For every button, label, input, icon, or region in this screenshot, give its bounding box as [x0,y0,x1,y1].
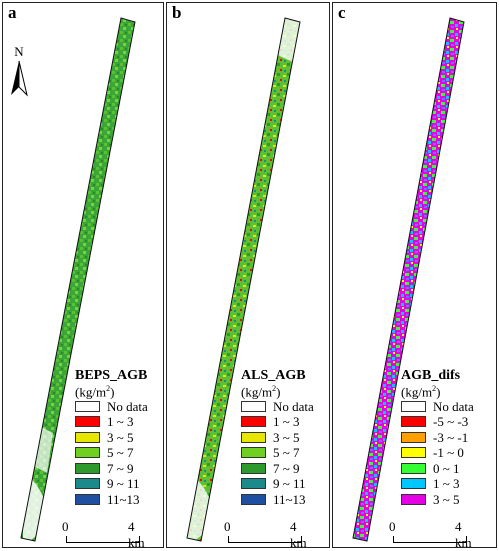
north-arrow-icon: N [11,45,28,97]
legend-swatch [75,478,100,490]
legend-swatch [75,416,100,428]
panel-letter: b [172,3,182,22]
legend-swatch [241,462,266,474]
scale-end: 4 km [128,519,145,550]
legend-swatch [241,431,266,443]
legend-unit: (kg/m2) [75,384,115,400]
legend-label: 3 ~ 5 [273,429,300,445]
legend-item: 9 ~ 11 [75,476,148,492]
legend-item: 1 ~ 3 [241,414,314,430]
legend-unit: (kg/m2) [241,384,281,400]
legend-item: -1 ~ 0 [401,445,474,461]
legend-label: No data [273,398,314,414]
legend-label: 5 ~ 7 [273,445,300,461]
legend-label: 3 ~ 5 [107,429,134,445]
legend-title: AGB_difs [401,368,461,383]
scale-start: 0 [224,519,231,534]
legend-item: -3 ~ -1 [401,429,474,445]
legend-item: 7 ~ 9 [75,460,148,476]
legend-label: No data [107,398,148,414]
legend-label: 11~13 [273,491,306,507]
legend-label: 3 ~ 5 [433,491,460,507]
legend-label: 9 ~ 11 [273,476,306,492]
legend-swatch [75,447,100,459]
legend-swatch [75,431,100,443]
legend-item: 0 ~ 1 [401,460,474,476]
legend-label: -1 ~ 0 [433,445,464,461]
legend-label: 11~13 [107,491,140,507]
scale-start: 0 [389,519,396,534]
legend-label: 9 ~ 11 [107,476,140,492]
legend-swatch [401,493,426,505]
scale-bar-a: 0 4 km [62,519,152,550]
legend-swatch [75,400,100,412]
scale-end: 4 km [290,519,307,550]
legend-swatch [241,447,266,459]
legend-label: No data [433,398,474,414]
legend-swatch [401,416,426,428]
legend-label: 1 ~ 3 [273,414,300,430]
legend-swatch [241,400,266,412]
legend-title: ALS_AGB [241,368,306,383]
legend-item: -5 ~ -3 [401,414,474,430]
legend-swatch [75,462,100,474]
legend-swatch [401,400,426,412]
legend-item: 3 ~ 5 [75,429,148,445]
legend-swatch [241,416,266,428]
scale-end: 4 km [455,519,472,550]
legend-item: 1 ~ 3 [401,476,474,492]
legend-unit: (kg/m2) [401,384,441,400]
legend-item: 11~13 [75,491,148,507]
legend-item: 11~13 [241,491,314,507]
legend-item: No data [401,398,474,414]
legend-label: -5 ~ -3 [433,414,469,430]
legend-label: 1 ~ 3 [433,476,460,492]
legend-item: 3 ~ 5 [241,429,314,445]
scale-bar-b: 0 4 km [224,519,314,550]
panel-letter: c [338,3,346,22]
legend-swatch [401,447,426,459]
legend-item: 5 ~ 7 [241,445,314,461]
legend-label: 0 ~ 1 [433,460,460,476]
panel-letter: a [8,3,17,22]
legend-item: 1 ~ 3 [75,414,148,430]
legend-item: 9 ~ 11 [241,476,314,492]
legend-label: 1 ~ 3 [107,414,134,430]
legend-c: AGB_difs (kg/m2) No data -5 ~ -3 -3 ~ -1 -1… [401,369,474,507]
legend-item: No data [75,398,148,414]
legend-swatch [241,478,266,490]
legend-swatch [241,493,266,505]
legend-label: -3 ~ -1 [433,429,469,445]
map-panel-c: c AGB_difs (kg/m2) No data -5 ~ -3 -3 ~ -1… [332,2,497,550]
legend-label: 7 ~ 9 [273,460,300,476]
legend-swatch [75,493,100,505]
legend-item: 7 ~ 9 [241,460,314,476]
legend-title: BEPS_AGB [75,368,148,383]
legend-item: 3 ~ 5 [401,491,474,507]
legend-label: 5 ~ 7 [107,445,134,461]
legend-swatch [401,478,426,490]
north-label: N [14,45,24,59]
scale-start: 0 [62,519,69,534]
legend-item: No data [241,398,314,414]
legend-swatch [401,462,426,474]
legend-label: 7 ~ 9 [107,460,134,476]
legend-item: 5 ~ 7 [75,445,148,461]
legend-swatch [401,431,426,443]
scale-bar-c: 0 4 km [389,519,479,550]
